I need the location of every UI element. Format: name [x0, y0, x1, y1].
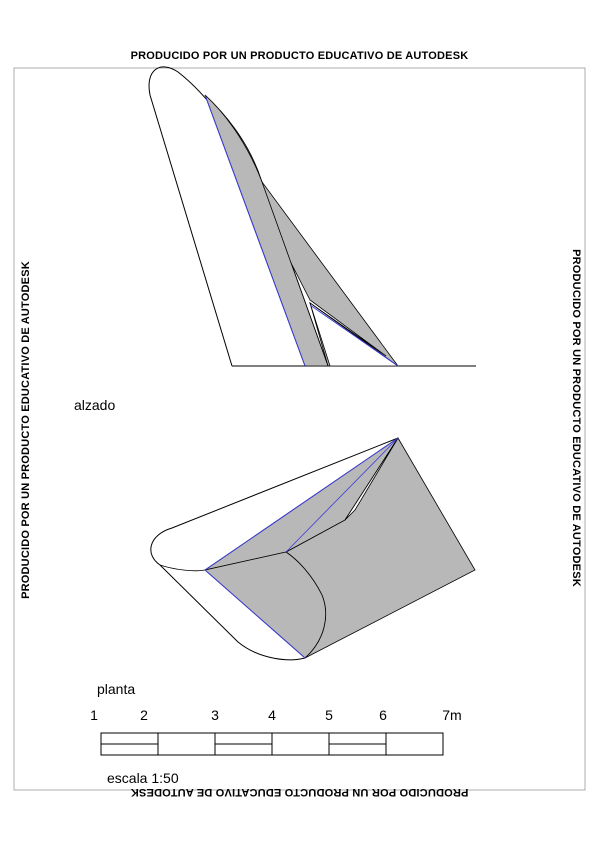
plan-label: planta — [97, 681, 136, 697]
plan-notch — [344, 437, 399, 521]
watermark-left: PRODUCIDO POR UN PRODUCTO EDUCATIVO DE A… — [20, 261, 32, 599]
elevation-edge-strip — [204, 94, 329, 367]
scale-tick-4: 4 — [268, 707, 276, 723]
scale-bar — [100, 732, 444, 756]
elevation-hidden-edge-2 — [309, 304, 399, 367]
scale-tick-1: 1 — [90, 707, 98, 723]
scale-caption: escala 1:50 — [107, 770, 179, 786]
plan-hidden-edge — [204, 437, 399, 571]
watermark-right: PRODUCIDO POR UN PRODUCTO EDUCATIVO DE A… — [570, 249, 582, 587]
plan-lower-face — [204, 551, 326, 659]
plan-shell-outline — [150, 437, 399, 661]
plan-hidden-edge-3 — [285, 437, 399, 553]
elevation-view — [148, 66, 476, 367]
scale-tick-3: 3 — [211, 707, 219, 723]
elevation-label: alzado — [74, 397, 116, 413]
plan-shell-rim — [159, 564, 206, 572]
scale-tick-2: 2 — [140, 707, 148, 723]
plan-hidden-edge-2 — [204, 569, 306, 659]
sheet-frame — [13, 67, 586, 791]
scale-tick-7m: 7m — [442, 707, 462, 723]
plan-view — [150, 437, 476, 661]
scale-tick-6: 6 — [379, 707, 387, 723]
watermark-top: PRODUCIDO POR UN PRODUCTO EDUCATIVO DE A… — [130, 50, 469, 62]
elevation-hidden-edge — [204, 94, 306, 367]
scale-tick-5: 5 — [325, 707, 333, 723]
watermark-bottom: PRODUCIDO POR UN PRODUCTO EDUCATIVO DE A… — [130, 786, 469, 798]
